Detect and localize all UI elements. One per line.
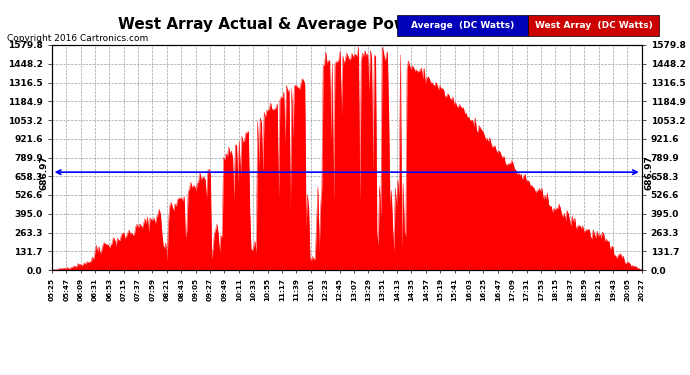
Text: 686.97: 686.97	[40, 155, 49, 190]
Text: West Array Actual & Average Power Sat Jun 11 20:33: West Array Actual & Average Power Sat Ju…	[117, 17, 573, 32]
Text: Copyright 2016 Cartronics.com: Copyright 2016 Cartronics.com	[7, 34, 148, 43]
Text: 686.97: 686.97	[644, 155, 653, 190]
Text: Average  (DC Watts): Average (DC Watts)	[411, 21, 514, 30]
Text: West Array  (DC Watts): West Array (DC Watts)	[535, 21, 652, 30]
